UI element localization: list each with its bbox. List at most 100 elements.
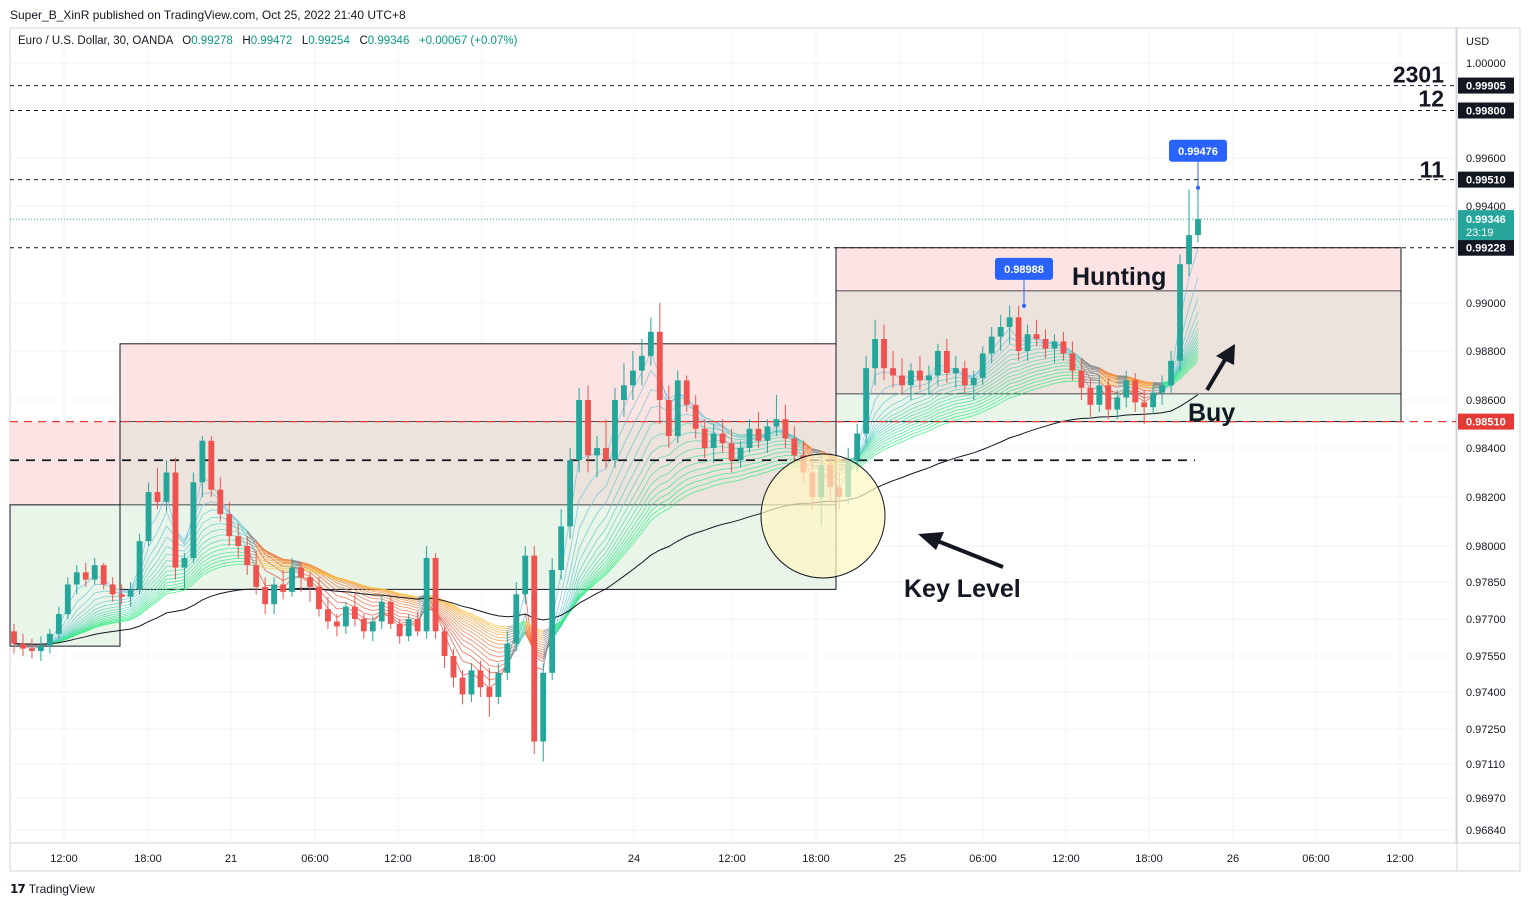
ribbon-segment bbox=[318, 570, 329, 575]
ribbon-segment bbox=[605, 537, 616, 553]
candle-body bbox=[881, 339, 887, 369]
ribbon-segment bbox=[390, 591, 400, 596]
ribbon-segment bbox=[758, 451, 768, 455]
ribbon-segment bbox=[614, 444, 625, 465]
ribbon-segment bbox=[247, 539, 257, 546]
ribbon-segment bbox=[399, 605, 409, 609]
ribbon-segment bbox=[283, 559, 293, 561]
x-tick-label: 06:00 bbox=[969, 853, 997, 865]
ribbon-segment bbox=[175, 585, 185, 588]
candle-body bbox=[970, 377, 977, 386]
ribbon-segment bbox=[596, 570, 607, 579]
ribbon-segment bbox=[471, 628, 481, 635]
ribbon-segment bbox=[1135, 379, 1145, 383]
candle-body bbox=[20, 643, 26, 649]
ribbon-segment bbox=[892, 426, 903, 432]
ribbon-segment bbox=[1081, 359, 1091, 366]
ribbon-segment bbox=[184, 564, 194, 574]
ribbon-segment bbox=[1018, 384, 1028, 389]
low-value: 0.99254 bbox=[308, 35, 350, 47]
x-tick-label: 12:00 bbox=[718, 853, 746, 865]
ribbon-segment bbox=[632, 518, 643, 533]
ribbon-segment bbox=[982, 394, 992, 400]
ribbon-segment bbox=[632, 528, 643, 541]
ribbon-segment bbox=[1027, 377, 1037, 382]
ribbon-segment bbox=[1000, 383, 1010, 390]
ribbon-segment bbox=[1090, 368, 1100, 372]
ribbon-segment bbox=[166, 589, 176, 592]
ribbon-segment bbox=[883, 427, 894, 434]
ribbon-segment bbox=[76, 623, 86, 630]
ribbon-segment bbox=[623, 474, 634, 493]
open-value: 0.99278 bbox=[191, 35, 233, 47]
ribbon-segment bbox=[803, 447, 813, 453]
ribbon-segment bbox=[462, 620, 472, 626]
ribbon-segment bbox=[892, 429, 903, 435]
tradingview-brand[interactable]: 17 TradingView bbox=[10, 882, 95, 896]
ribbon-segment bbox=[1108, 384, 1118, 386]
ribbon-segment bbox=[623, 506, 634, 523]
x-tick-label: 12:00 bbox=[384, 853, 412, 865]
ribbon-segment bbox=[1000, 359, 1010, 368]
ribbon-segment bbox=[937, 396, 947, 400]
ribbon-segment bbox=[1188, 311, 1199, 335]
ribbon-segment bbox=[1009, 362, 1019, 365]
ribbon-segment bbox=[874, 424, 885, 434]
ribbon-segment bbox=[973, 405, 983, 410]
ribbon-segment bbox=[578, 587, 589, 598]
ribbon-segment bbox=[67, 632, 77, 638]
candle-body bbox=[1042, 339, 1049, 349]
ribbon-segment bbox=[955, 395, 965, 398]
ribbon-segment bbox=[901, 422, 912, 428]
candles bbox=[11, 189, 1201, 762]
ribbon-segment bbox=[605, 510, 616, 529]
high-value: 0.99472 bbox=[250, 35, 293, 47]
ribbon-segment bbox=[1179, 363, 1190, 375]
candle-body bbox=[952, 368, 959, 374]
ribbon-segment bbox=[560, 594, 571, 622]
ribbon-segment bbox=[731, 471, 741, 474]
ribbon-segment bbox=[390, 596, 400, 602]
level-label-12: 12 bbox=[1418, 85, 1444, 111]
ribbon-segment bbox=[704, 465, 714, 469]
ribbon-segment bbox=[991, 385, 1001, 392]
ribbon-segment bbox=[112, 610, 122, 614]
ribbon-segment bbox=[883, 403, 894, 412]
ribbon-segment bbox=[121, 615, 131, 619]
ribbon-segment bbox=[722, 477, 732, 480]
ribbon-segment bbox=[686, 455, 696, 460]
ribbon-segment bbox=[1188, 350, 1199, 363]
y-tick-label: 0.96840 bbox=[1466, 825, 1506, 837]
ribbon-segment bbox=[946, 376, 956, 380]
callout-box bbox=[995, 257, 1053, 280]
ribbon-segment bbox=[1188, 341, 1199, 356]
ribbon-segment bbox=[193, 572, 203, 582]
ribbon-segment bbox=[1108, 376, 1118, 379]
ribbon-segment bbox=[480, 657, 490, 666]
ribbon-segment bbox=[749, 453, 759, 456]
symbol-name[interactable]: Euro / U.S. Dollar, 30, OANDA bbox=[18, 35, 173, 47]
supply-zone-2 bbox=[120, 343, 836, 422]
ribbon-segment bbox=[578, 581, 589, 594]
ribbon-segment bbox=[94, 601, 104, 606]
level-label-2301: 2301 bbox=[1393, 62, 1444, 88]
ribbon-segment bbox=[94, 619, 104, 624]
ribbon-segment bbox=[372, 595, 382, 597]
ribbon-segment bbox=[614, 521, 625, 538]
ribbon-segment bbox=[139, 596, 149, 608]
ribbon-segment bbox=[94, 596, 104, 601]
candle-body bbox=[549, 570, 556, 673]
ribbon-segment bbox=[928, 419, 939, 426]
ribbon-segment bbox=[193, 562, 203, 573]
ribbon-segment bbox=[103, 607, 113, 610]
ribbon-segment bbox=[578, 485, 589, 501]
ribbon-segment bbox=[202, 556, 212, 563]
ribbon-segment bbox=[1027, 384, 1037, 389]
ribbon-segment bbox=[246, 536, 257, 544]
ribbon-segment bbox=[1054, 378, 1064, 381]
ribbon-segment bbox=[883, 395, 894, 403]
ribbon-segment bbox=[390, 599, 400, 604]
ribbon-segment bbox=[453, 609, 463, 617]
candle-body bbox=[710, 433, 717, 448]
